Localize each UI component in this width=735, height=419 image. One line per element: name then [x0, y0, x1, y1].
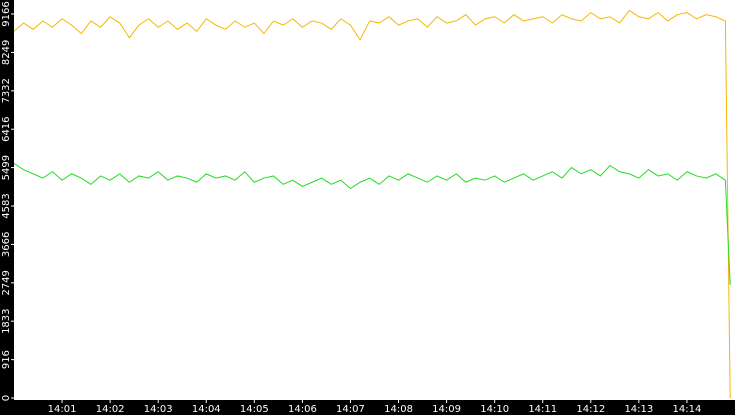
x-tick-label: 14:05 [240, 404, 269, 415]
y-tick-label: 9166 [1, 1, 12, 26]
x-tick-label: 14:09 [432, 404, 461, 415]
x-tick-label: 14:11 [528, 404, 557, 415]
y-tick-label: 2749 [1, 270, 12, 295]
x-tick-label: 14:07 [336, 404, 365, 415]
x-tick-label: 14:04 [192, 404, 221, 415]
x-tick-label: 14:14 [673, 404, 702, 415]
x-tick-label: 14:13 [624, 404, 653, 415]
series-line [13, 162, 731, 285]
x-tick-label: 14:02 [96, 404, 125, 415]
x-tick-label: 14:06 [288, 404, 317, 415]
y-tick-label: 6416 [1, 116, 12, 141]
y-tick-label: 0 [1, 395, 12, 401]
x-tick-label: 14:01 [48, 404, 77, 415]
y-tick-label: 7332 [1, 78, 12, 103]
y-tick-label: 916 [1, 350, 12, 369]
x-axis-strip [0, 400, 735, 415]
x-tick-label: 14:10 [480, 404, 509, 415]
y-tick-label: 4583 [1, 193, 12, 218]
x-tick-label: 14:08 [384, 404, 413, 415]
x-tick-label: 14:12 [576, 404, 605, 415]
y-tick-label: 5499 [1, 155, 12, 180]
y-tick-label: 3666 [1, 232, 12, 257]
series-line [13, 9, 731, 399]
y-axis-strip [0, 0, 14, 415]
x-tick-label: 14:03 [144, 404, 173, 415]
y-tick-label: 1833 [1, 308, 12, 333]
y-tick-label: 8249 [1, 40, 12, 65]
